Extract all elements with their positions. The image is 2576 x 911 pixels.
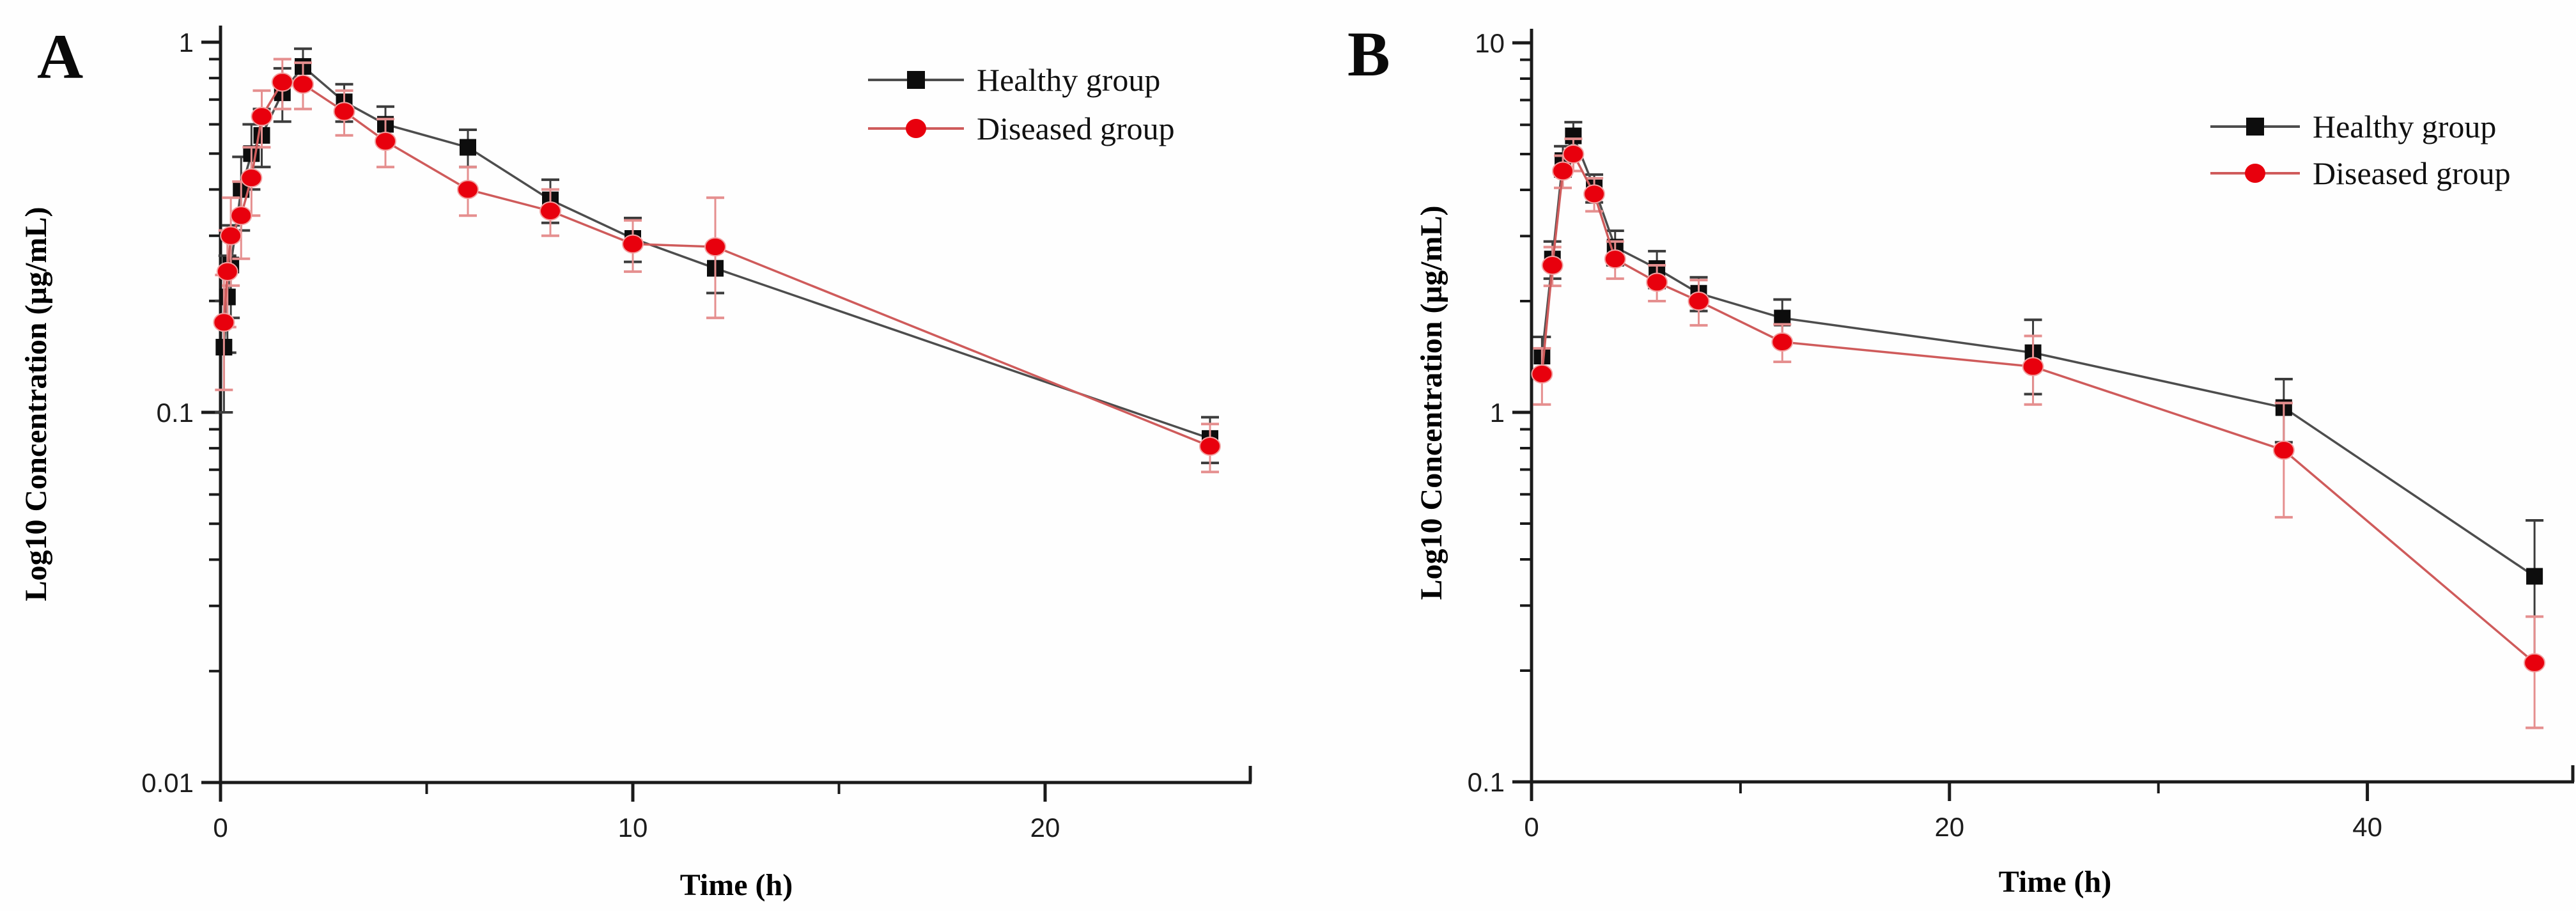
legend-healthy-marker	[907, 71, 925, 89]
diseased-marker	[1771, 332, 1794, 352]
diseased-marker	[375, 131, 396, 151]
y-tick-label: 10	[1475, 28, 1505, 58]
legend: Healthy group Diseased group	[868, 62, 1175, 146]
legend-label: Healthy group	[2313, 109, 2496, 144]
legend-item-diseased: Diseased group	[2210, 155, 2511, 191]
x-axis-title: Time (h)	[680, 868, 793, 902]
healthy-marker	[460, 139, 476, 156]
diseased-marker	[1646, 272, 1668, 292]
diseased-marker	[333, 102, 355, 121]
series-diseased-group	[1531, 137, 2546, 729]
y-tick-label: 1	[1490, 398, 1505, 428]
legend: Healthy group Diseased group	[2210, 109, 2511, 191]
diseased-marker	[1688, 292, 1710, 311]
diseased-marker	[230, 206, 252, 226]
y-axis-title: Log10 Concentration (µg/mL)	[1415, 206, 1448, 600]
diseased-marker	[216, 261, 238, 281]
y-tick-label: 0.01	[141, 768, 194, 798]
healthy-marker	[2526, 568, 2543, 585]
diseased-marker	[1531, 364, 1553, 384]
y-tick-label: 0.1	[157, 398, 194, 428]
diseased-marker	[1583, 184, 1606, 204]
panel-b-chart: 0 20 40 10 1 0.1 Healthy group Diseased group B T…	[1347, 19, 2575, 899]
diseased-marker	[622, 234, 644, 254]
legend-item-healthy: Healthy group	[2210, 109, 2496, 144]
diseased-marker	[240, 168, 263, 188]
x-axis-title: Time (h)	[1999, 865, 2111, 899]
diseased-marker	[457, 180, 479, 199]
diseased-marker	[704, 237, 726, 257]
series-healthy-group	[1533, 121, 2544, 664]
y-tick-label: 1	[179, 27, 194, 58]
x-tick-label: 40	[2352, 812, 2382, 842]
legend-label: Healthy group	[977, 62, 1160, 98]
diseased-marker	[1541, 255, 1563, 275]
diseased-marker	[1604, 249, 1626, 269]
diseased-marker	[2524, 653, 2546, 673]
legend-healthy-marker	[2246, 118, 2264, 136]
x-tick-label: 10	[618, 813, 648, 843]
diseased-marker	[213, 313, 235, 332]
legend-item-diseased: Diseased group	[868, 111, 1175, 146]
series-line	[1540, 152, 2536, 664]
diseased-marker	[539, 201, 561, 221]
diseased-marker	[1562, 144, 1585, 164]
legend-label: Diseased group	[2313, 155, 2511, 191]
x-tick-label: 20	[1934, 812, 1964, 842]
legend-item-healthy: Healthy group	[868, 62, 1160, 98]
diseased-marker	[292, 74, 314, 94]
panel-a-chart: 0 10 20 1 0.1 0.01 Healthy group Diseased group…	[19, 21, 1252, 902]
diseased-marker	[251, 107, 273, 127]
diseased-marker	[1199, 436, 1221, 456]
panel-a: 0 10 20 1 0.1 0.01 Healthy group Diseased group…	[19, 21, 1252, 902]
legend-diseased-marker	[906, 119, 926, 138]
diseased-marker	[2022, 357, 2044, 377]
x-tick-label: 20	[1030, 813, 1060, 843]
panel-letter: B	[1347, 19, 1390, 90]
legend-diseased-marker	[2245, 164, 2265, 183]
diseased-marker	[2272, 440, 2295, 460]
diseased-marker	[1552, 161, 1574, 181]
series-diseased-group	[213, 58, 1221, 474]
panel-b: 0 20 40 10 1 0.1 Healthy group Diseased group B T…	[1288, 0, 2576, 911]
y-tick-label: 0.1	[1468, 767, 1505, 797]
panel-letter: A	[37, 21, 83, 92]
legend-label: Diseased group	[977, 111, 1175, 146]
y-axis-title: Log10 Concentration (µg/mL)	[19, 207, 53, 602]
diseased-marker	[271, 72, 293, 92]
diseased-marker	[220, 226, 242, 245]
x-tick-label: 0	[213, 813, 228, 843]
x-tick-label: 0	[1524, 812, 1539, 842]
